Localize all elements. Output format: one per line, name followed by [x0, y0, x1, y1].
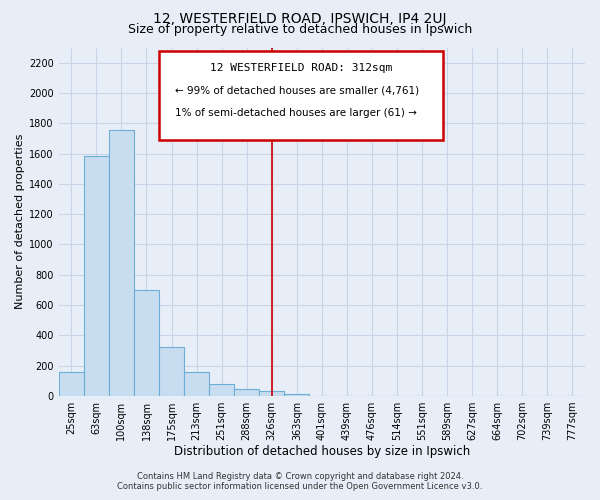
Text: 12 WESTERFIELD ROAD: 312sqm: 12 WESTERFIELD ROAD: 312sqm	[210, 63, 392, 73]
FancyBboxPatch shape	[159, 51, 443, 140]
Text: Size of property relative to detached houses in Ipswich: Size of property relative to detached ho…	[128, 22, 472, 36]
Bar	[184, 372, 209, 396]
Bar	[234, 389, 259, 396]
Bar	[84, 156, 109, 396]
Text: Contains public sector information licensed under the Open Government Licence v3: Contains public sector information licen…	[118, 482, 482, 491]
Bar	[109, 130, 134, 396]
Text: 12, WESTERFIELD ROAD, IPSWICH, IP4 2UJ: 12, WESTERFIELD ROAD, IPSWICH, IP4 2UJ	[153, 12, 447, 26]
X-axis label: Distribution of detached houses by size in Ipswich: Distribution of detached houses by size …	[174, 444, 470, 458]
Y-axis label: Number of detached properties: Number of detached properties	[15, 134, 25, 310]
Bar	[59, 372, 84, 396]
Bar	[209, 384, 234, 396]
Bar	[259, 392, 284, 396]
Bar	[284, 394, 310, 396]
Bar	[159, 348, 184, 396]
Text: Contains HM Land Registry data © Crown copyright and database right 2024.: Contains HM Land Registry data © Crown c…	[137, 472, 463, 481]
Text: 1% of semi-detached houses are larger (61) →: 1% of semi-detached houses are larger (6…	[175, 108, 416, 118]
Bar	[134, 290, 159, 396]
Text: ← 99% of detached houses are smaller (4,761): ← 99% of detached houses are smaller (4,…	[175, 86, 419, 96]
